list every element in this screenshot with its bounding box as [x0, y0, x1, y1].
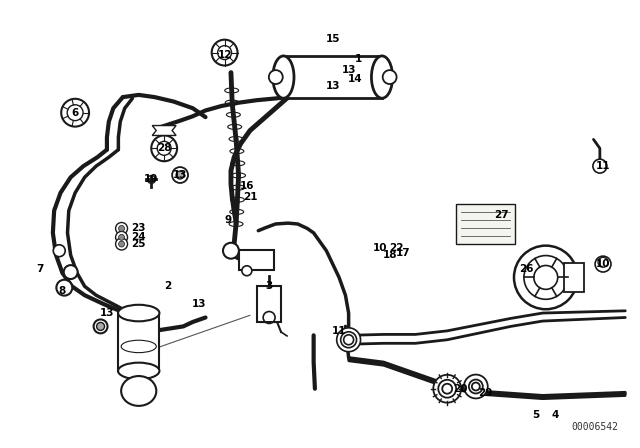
Circle shape — [472, 383, 480, 391]
Text: 7: 7 — [36, 263, 44, 274]
Text: 8: 8 — [59, 286, 66, 296]
Text: 13: 13 — [100, 308, 114, 318]
Circle shape — [61, 99, 89, 127]
Circle shape — [93, 319, 108, 333]
Text: 13: 13 — [341, 65, 356, 75]
Text: 17: 17 — [396, 248, 410, 258]
Circle shape — [118, 234, 125, 240]
Ellipse shape — [121, 376, 156, 406]
Circle shape — [116, 232, 127, 243]
Ellipse shape — [118, 362, 159, 379]
Circle shape — [212, 40, 237, 65]
Circle shape — [524, 255, 568, 299]
Circle shape — [344, 335, 353, 345]
Circle shape — [53, 245, 65, 257]
Text: 22: 22 — [389, 243, 404, 254]
Circle shape — [118, 225, 125, 232]
Circle shape — [64, 265, 77, 279]
Bar — [118, 313, 159, 371]
Circle shape — [118, 241, 125, 247]
Text: 27: 27 — [494, 210, 509, 220]
Text: 14: 14 — [348, 74, 362, 84]
Text: 00006542: 00006542 — [571, 422, 618, 432]
Ellipse shape — [118, 305, 159, 321]
Circle shape — [218, 46, 232, 60]
Circle shape — [340, 332, 356, 348]
Bar — [257, 286, 281, 322]
Text: 29: 29 — [478, 388, 493, 398]
Text: 13: 13 — [192, 299, 207, 309]
Text: 11: 11 — [332, 326, 346, 336]
Circle shape — [534, 266, 557, 289]
Circle shape — [383, 70, 397, 84]
Text: 4: 4 — [552, 410, 559, 420]
Bar — [456, 204, 515, 244]
Circle shape — [598, 257, 608, 267]
Text: 9: 9 — [224, 215, 231, 224]
Text: 18: 18 — [383, 250, 397, 260]
Text: 19: 19 — [144, 174, 159, 185]
Circle shape — [469, 379, 483, 393]
Text: 15: 15 — [326, 34, 340, 44]
Text: 5: 5 — [532, 410, 540, 420]
Text: 24: 24 — [131, 233, 146, 242]
Circle shape — [56, 280, 72, 296]
Circle shape — [595, 256, 611, 272]
Ellipse shape — [371, 56, 392, 98]
Text: 12: 12 — [218, 50, 232, 60]
Circle shape — [464, 375, 488, 398]
Text: 13: 13 — [326, 81, 340, 91]
Circle shape — [337, 328, 360, 352]
Text: 25: 25 — [131, 239, 146, 249]
Text: 21: 21 — [243, 192, 257, 202]
Circle shape — [172, 167, 188, 183]
Circle shape — [442, 384, 452, 394]
Circle shape — [514, 246, 577, 309]
Text: 1: 1 — [355, 54, 362, 64]
Circle shape — [269, 70, 283, 84]
Text: 3: 3 — [266, 281, 273, 291]
Circle shape — [67, 105, 83, 121]
Text: 2: 2 — [164, 281, 171, 291]
Circle shape — [263, 311, 275, 323]
Text: 23: 23 — [131, 224, 146, 233]
Circle shape — [593, 159, 607, 173]
Circle shape — [438, 380, 456, 398]
Text: 13: 13 — [173, 170, 188, 180]
Text: 28: 28 — [157, 143, 172, 153]
Bar — [284, 56, 382, 98]
Text: 26: 26 — [520, 263, 534, 274]
Circle shape — [176, 171, 184, 179]
Ellipse shape — [273, 56, 294, 98]
Text: 11: 11 — [596, 161, 611, 171]
Circle shape — [151, 135, 177, 161]
Circle shape — [157, 142, 171, 155]
Polygon shape — [152, 125, 176, 135]
Circle shape — [223, 243, 239, 258]
Text: 10: 10 — [373, 243, 388, 254]
Text: 6: 6 — [72, 108, 79, 118]
Circle shape — [97, 323, 104, 330]
Circle shape — [116, 238, 127, 250]
Circle shape — [433, 375, 461, 403]
Circle shape — [116, 223, 127, 234]
Text: 10: 10 — [596, 259, 611, 269]
Bar — [564, 263, 584, 293]
Bar — [239, 250, 275, 270]
Circle shape — [242, 266, 252, 276]
Text: 20: 20 — [452, 384, 467, 394]
Circle shape — [147, 176, 156, 183]
Text: 16: 16 — [239, 181, 254, 191]
